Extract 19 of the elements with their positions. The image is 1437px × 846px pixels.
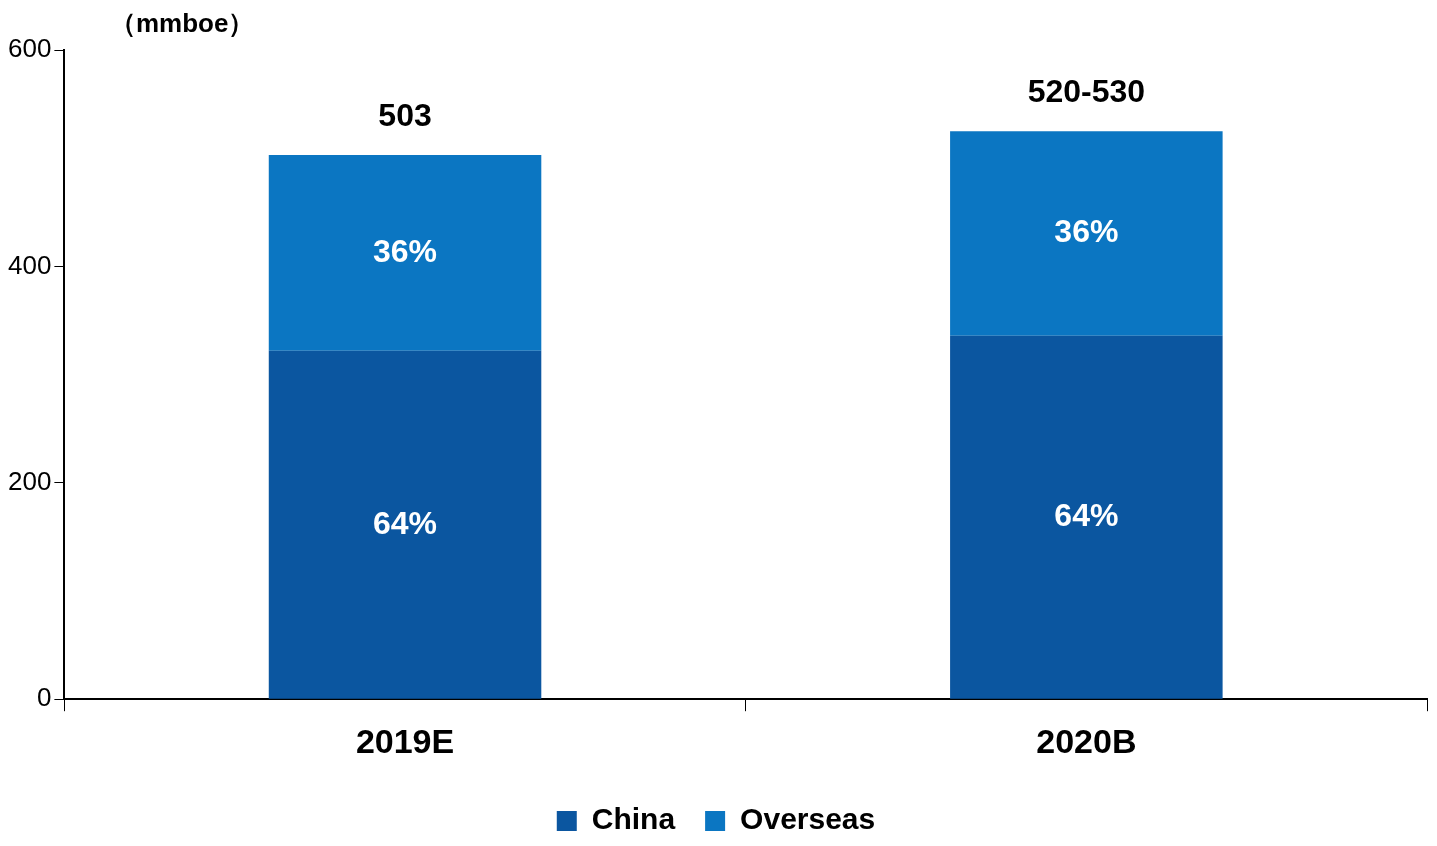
y-axis-title: （mmboe） — [110, 8, 255, 39]
legend-label: China — [591, 802, 676, 836]
y-tick-label: 400 — [7, 249, 52, 280]
x-tick-label: 2020B — [1036, 721, 1137, 760]
bar — [950, 335, 1223, 699]
y-tick-label: 0 — [36, 682, 52, 713]
total-label: 520-530 — [1027, 72, 1146, 109]
annotation: 64% — [1054, 497, 1119, 533]
annotation: 36% — [1054, 213, 1119, 250]
legend-label: Overseas — [740, 802, 876, 836]
y-tick-label: 200 — [7, 465, 52, 496]
annotation: 64% — [373, 504, 438, 541]
bar — [268, 350, 542, 699]
bar — [950, 131, 1223, 336]
x-tick-label: 2019E — [355, 721, 455, 760]
annotation: 36% — [373, 232, 438, 269]
total-label: 503 — [378, 96, 432, 133]
y-tick-label: 600 — [7, 33, 52, 64]
bar — [268, 154, 542, 351]
